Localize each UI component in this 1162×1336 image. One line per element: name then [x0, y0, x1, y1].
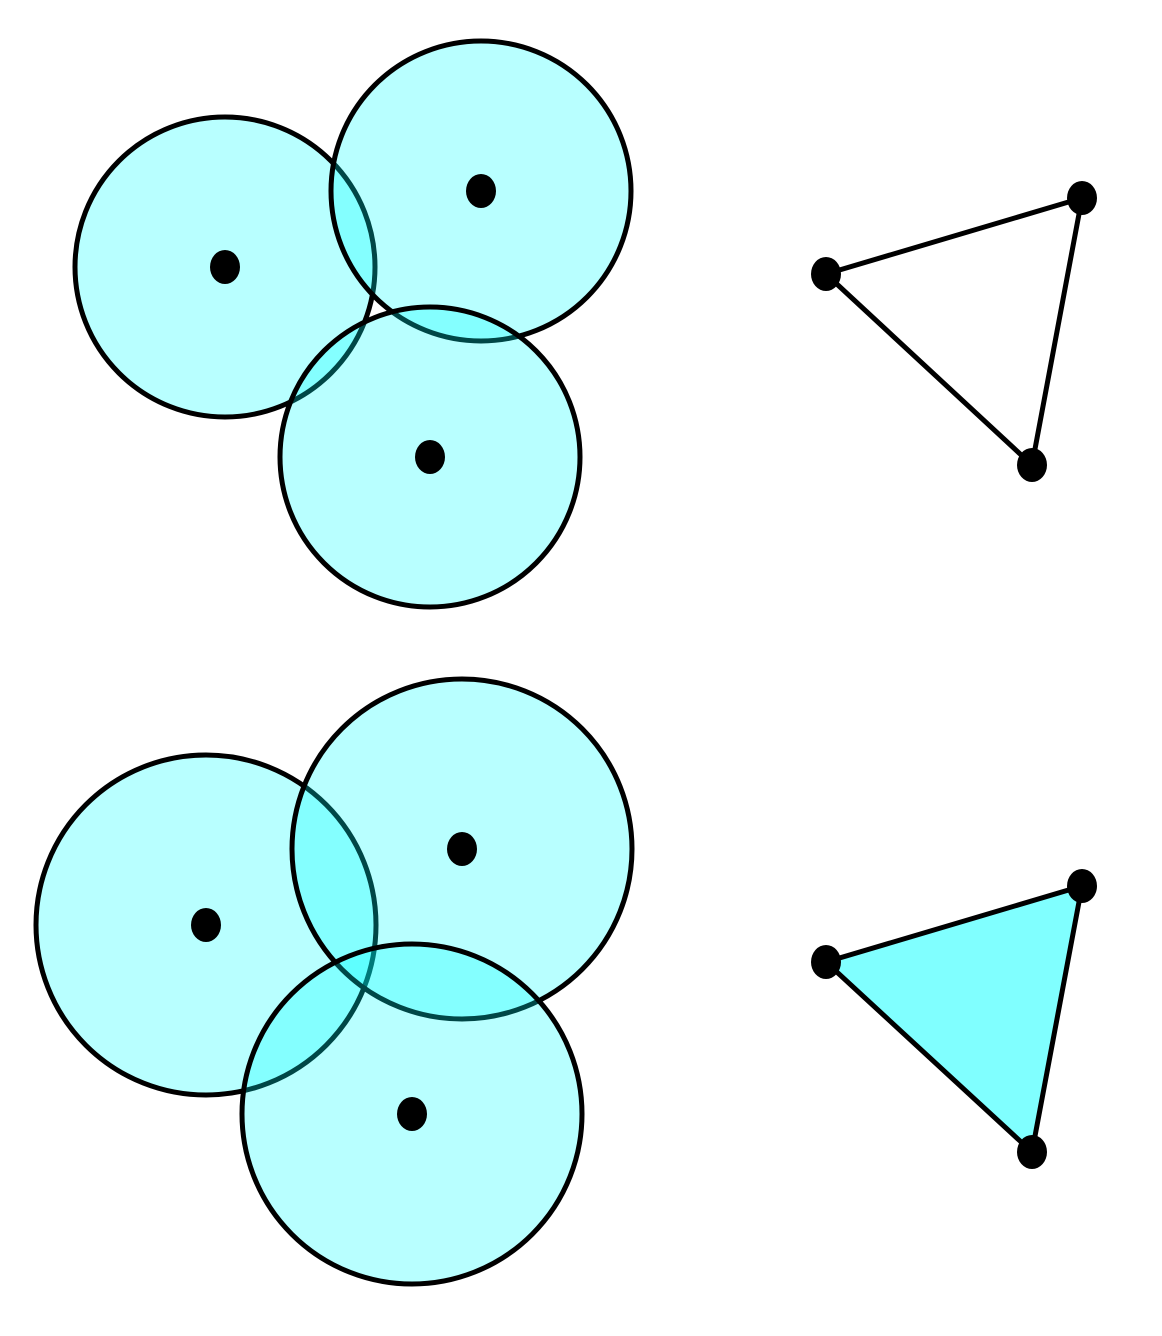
bottom-triangle	[811, 869, 1097, 1169]
top-vertex-left	[811, 257, 841, 291]
bottom-disk-centers	[191, 832, 477, 1131]
top-center-right	[466, 174, 496, 208]
top-disk-centers	[210, 174, 496, 474]
bottom-center-right	[447, 832, 477, 866]
bottom-vertex-bottom	[1017, 1135, 1047, 1169]
top-vertex-bottom	[1017, 448, 1047, 482]
bottom-center-bottom	[397, 1097, 427, 1131]
top-vertex-right	[1067, 181, 1097, 215]
top-triangle-outline	[823, 195, 1085, 468]
bottom-disks	[33, 676, 635, 1287]
bottom-vertex-left	[811, 945, 841, 979]
bottom-panel	[33, 676, 1097, 1287]
top-center-bottom	[415, 440, 445, 474]
bottom-triangle-filled	[823, 883, 1085, 1155]
bottom-vertex-right	[1067, 869, 1097, 903]
top-center-left	[210, 250, 240, 284]
top-triangle	[811, 181, 1097, 482]
top-panel	[72, 38, 1097, 610]
top-disks	[72, 38, 634, 610]
bottom-center-left	[191, 908, 221, 942]
